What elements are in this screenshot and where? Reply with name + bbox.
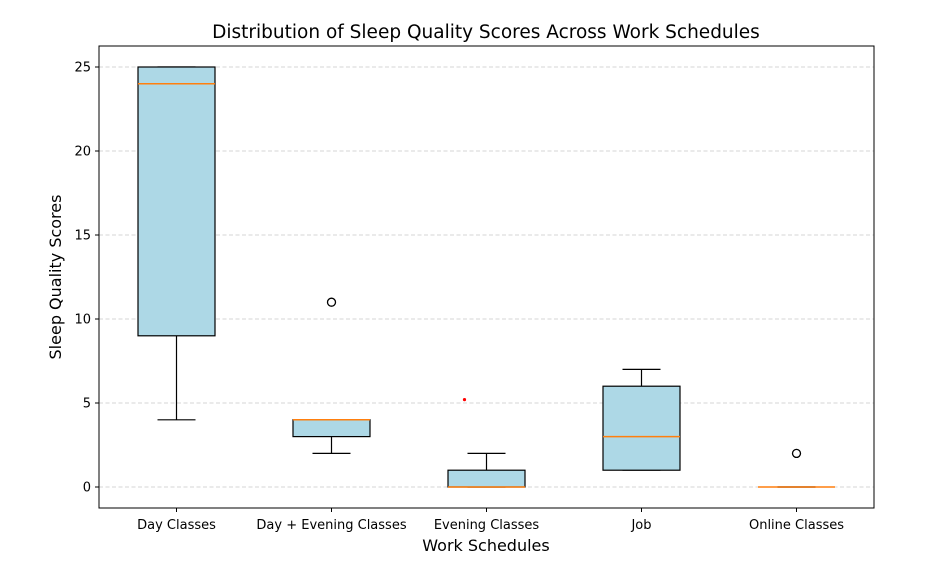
x-tick-label: Evening Classes bbox=[434, 518, 540, 533]
outlier-point bbox=[791, 448, 802, 459]
grid-lines bbox=[99, 66, 874, 488]
y-tick-label: 5 bbox=[83, 397, 91, 412]
box bbox=[447, 469, 526, 488]
box bbox=[137, 66, 216, 337]
box-group bbox=[758, 448, 835, 488]
y-tick-label: 20 bbox=[74, 145, 91, 160]
x-axis-label: Work Schedules bbox=[422, 536, 549, 555]
box-series bbox=[137, 66, 835, 488]
x-tick-label: Day + Evening Classes bbox=[256, 518, 406, 533]
box-group bbox=[137, 66, 216, 421]
box-group bbox=[447, 452, 526, 488]
y-tick-label: 15 bbox=[74, 229, 91, 244]
box bbox=[602, 385, 681, 471]
x-axis-ticks: Day Classes Day + Evening Classes Evening … bbox=[137, 508, 844, 533]
y-axis-label: Sleep Quality Scores bbox=[46, 195, 65, 360]
y-axis-ticks: 0 5 10 15 20 25 bbox=[74, 61, 99, 496]
box bbox=[292, 419, 371, 438]
x-tick-label: Day Classes bbox=[137, 518, 216, 533]
x-tick-label: Job bbox=[630, 518, 651, 533]
outlier-point bbox=[326, 297, 337, 307]
box-group bbox=[292, 297, 371, 454]
x-tick-label: Online Classes bbox=[749, 518, 844, 533]
y-tick-label: 0 bbox=[83, 481, 91, 496]
y-tick-label: 10 bbox=[74, 313, 91, 328]
box-group bbox=[602, 368, 681, 471]
chart-title: Distribution of Sleep Quality Scores Acr… bbox=[212, 22, 760, 43]
highlight-point bbox=[462, 398, 467, 402]
y-tick-label: 25 bbox=[74, 61, 91, 76]
